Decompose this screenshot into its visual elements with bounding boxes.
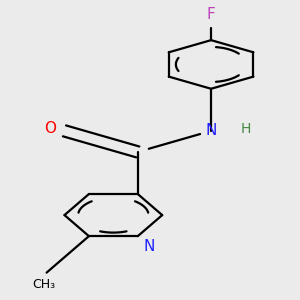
- Text: O: O: [44, 121, 56, 136]
- Text: F: F: [207, 7, 215, 22]
- Text: H: H: [241, 122, 251, 136]
- Text: CH₃: CH₃: [32, 278, 55, 291]
- Text: N: N: [206, 123, 217, 138]
- Text: N: N: [143, 239, 155, 254]
